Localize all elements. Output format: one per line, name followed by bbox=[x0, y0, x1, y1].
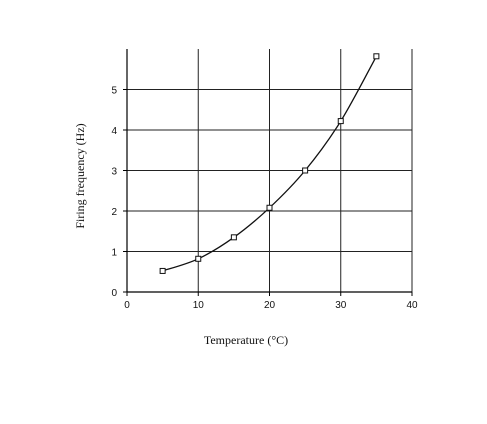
series-layer bbox=[159, 53, 380, 274]
y-tick-label-5: 5 bbox=[111, 86, 117, 97]
data-point-0-2 bbox=[230, 234, 237, 241]
x-axis-label: Temperature (°C) bbox=[204, 333, 288, 347]
y-tick-label-0: 0 bbox=[111, 288, 117, 299]
x-tick-label-10: 10 bbox=[193, 300, 205, 311]
data-point-0-4 bbox=[302, 167, 309, 174]
y-tick-label-4: 4 bbox=[111, 126, 117, 137]
y-axis-label: Firing frequency (Hz) bbox=[73, 123, 87, 228]
data-point-0-6 bbox=[373, 53, 380, 60]
data-point-0-3 bbox=[266, 204, 273, 211]
y-tick-label-1: 1 bbox=[111, 248, 117, 259]
y-tick-label-3: 3 bbox=[111, 167, 117, 178]
x-tick-label-0: 0 bbox=[124, 300, 130, 311]
y-tick-label-2: 2 bbox=[111, 207, 117, 218]
x-tick-label-30: 30 bbox=[335, 300, 347, 311]
x-tick-label-20: 20 bbox=[264, 300, 276, 311]
ticks-layer: 0 1 2 3 4 5 0 10 20 30 40 bbox=[111, 86, 418, 312]
grid-layer bbox=[127, 49, 413, 292]
data-point-0-5 bbox=[337, 118, 344, 125]
data-point-0-1 bbox=[195, 255, 202, 262]
data-point-0-0 bbox=[159, 267, 166, 274]
x-tick-label-40: 40 bbox=[406, 300, 418, 311]
